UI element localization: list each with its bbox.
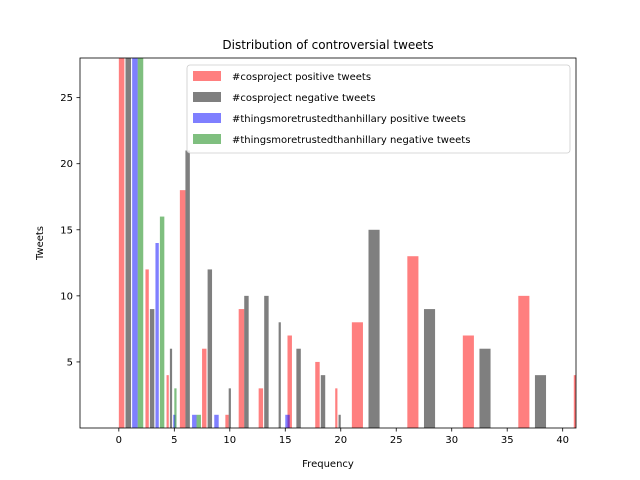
bars-layer [118,58,576,428]
legend-swatch-1 [193,71,221,81]
bar-series-2-8 [264,295,269,428]
bar-series-2-6 [228,388,231,428]
bar-series-2-1 [125,58,132,428]
bar-series-3-6 [285,414,290,428]
x-tick-label: 25 [390,435,403,446]
x-tick-label: 5 [171,435,177,446]
bar-series-2-15 [479,348,491,428]
bar-series-1-4 [179,190,186,428]
y-tick-label: 25 [60,93,73,104]
x-tick-label: 10 [223,435,236,446]
y-tick-label: 20 [60,159,73,170]
bar-series-4-1 [137,58,144,428]
legend-label-1: #cosproject positive tweets [232,72,371,83]
bar-series-2-3 [169,348,173,428]
bar-series-2-9 [278,322,281,428]
legend-label-2: #cosproject negative tweets [232,93,376,104]
bar-series-4-3 [174,388,177,428]
x-tick-label: 0 [116,435,122,446]
bar-series-4-2 [159,216,165,428]
bar-series-2-5 [207,269,213,428]
bar-series-2-7 [244,295,249,428]
bar-series-3-1 [132,58,138,428]
legend-label-3: #thingsmoretrustedthanhillary positive t… [232,114,466,125]
bar-series-1-9 [287,335,292,428]
bar-series-2-4 [185,150,190,428]
y-axis-label: Tweets [35,226,46,261]
bar-series-2-2 [149,309,155,428]
x-tick-label: 40 [556,435,569,446]
y-tick-label: 10 [60,291,73,302]
x-tick-label: 15 [279,435,292,446]
legend-swatch-4 [193,134,221,144]
bar-series-1-8 [258,388,264,428]
bar-series-2-11 [320,375,326,428]
legend-label-4: #thingsmoretrustedthanhillary negative t… [232,135,470,146]
bar-series-2-16 [534,375,547,428]
y-tick-label: 15 [60,225,73,236]
bar-series-1-15 [518,295,530,428]
x-axis-label: Frequency [302,459,354,470]
bar-series-1-16 [573,375,576,428]
bar-series-2-12 [338,414,341,428]
legend-swatch-3 [193,113,221,123]
bar-series-4-4 [196,414,201,428]
bar-series-3-5 [214,414,219,428]
x-tick-label: 35 [501,435,514,446]
x-tick-label: 30 [445,435,458,446]
bar-series-1-12 [351,322,363,428]
bar-series-3-2 [155,243,159,428]
bar-series-1-1 [118,58,125,428]
legend-box [186,64,571,154]
bar-series-2-10 [296,348,301,428]
bar-series-2-13 [368,229,380,428]
bar-series-2-14 [423,309,436,428]
bar-series-3-4 [192,414,197,428]
bar-series-1-2 [145,269,149,428]
legend: #cosproject positive tweets #cosproject n… [186,64,571,154]
legend-swatch-2 [193,92,221,102]
x-axis-ticks: 0 5 10 15 20 25 30 35 40 [116,428,569,446]
bar-series-1-11 [335,388,338,428]
y-tick-label: 5 [67,357,73,368]
bar-series-1-14 [462,335,474,428]
bar-series-1-13 [407,256,419,428]
bar-series-1-6 [225,414,229,428]
chart-title: Distribution of controversial tweets [222,38,433,52]
plot-frame [79,57,577,429]
bar-series-1-10 [315,361,320,428]
x-tick-label: 20 [334,435,347,446]
bar-series-1-7 [238,309,245,428]
y-axis-ticks: 5 10 15 20 25 [60,93,80,368]
bar-series-1-5 [202,348,207,428]
bar-series-1-3 [166,375,169,428]
